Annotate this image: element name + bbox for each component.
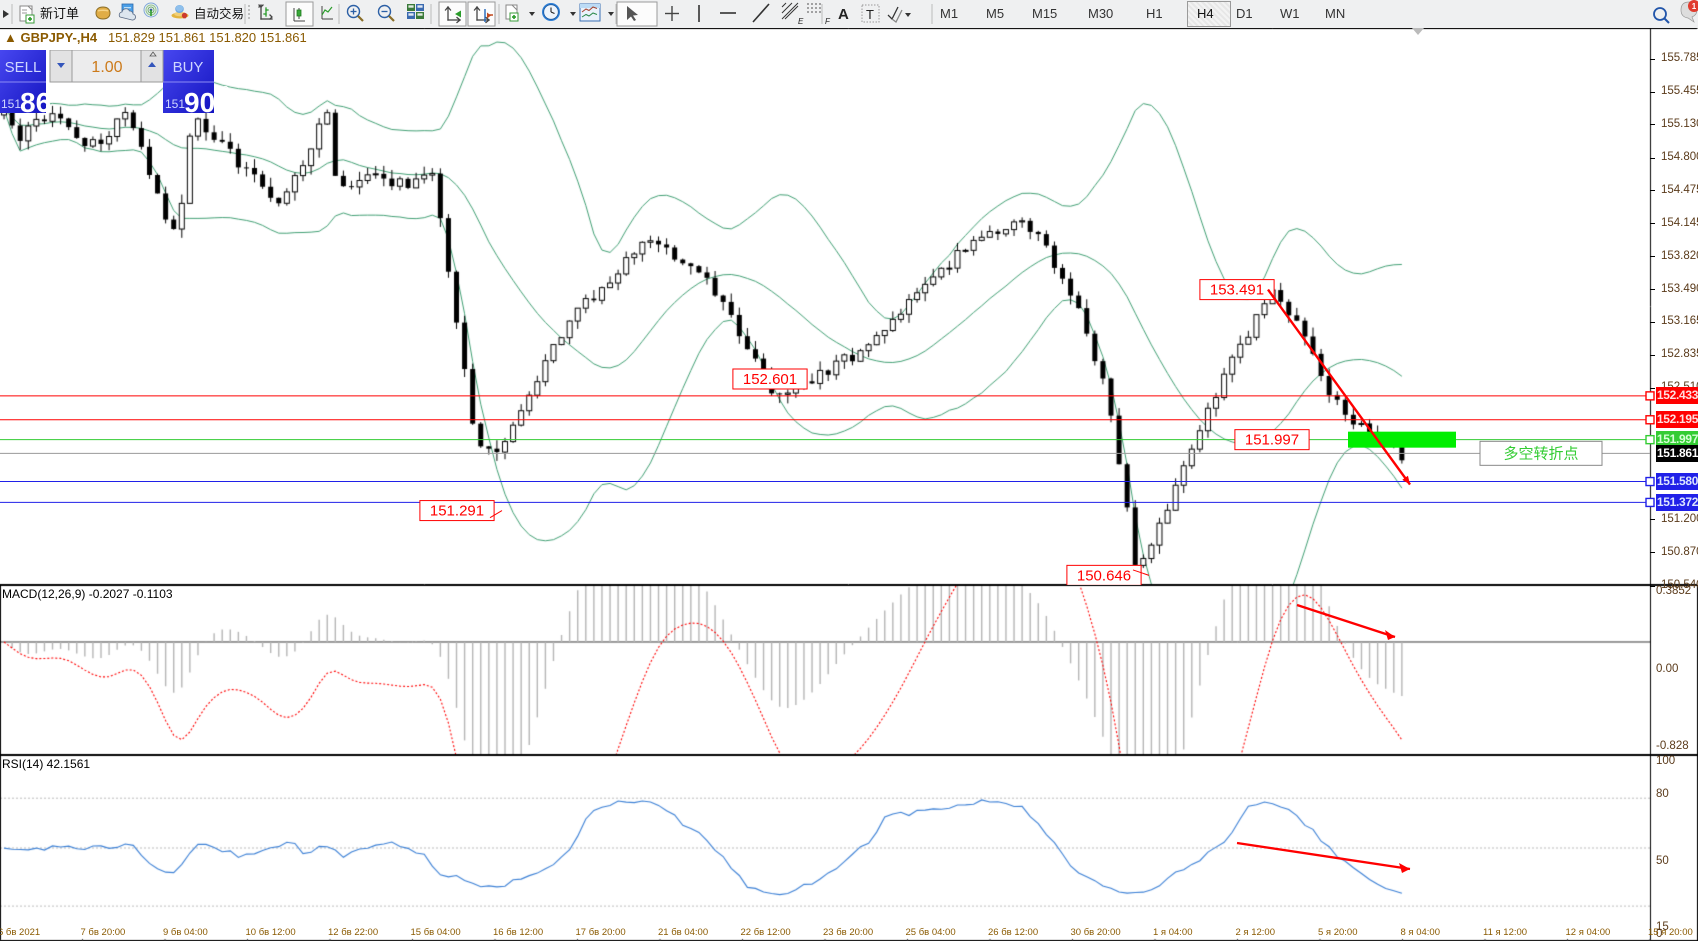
svg-text:自动交易: 自动交易: [194, 6, 244, 21]
svg-text:151: 151: [1, 97, 21, 111]
svg-text:1: 1: [58, 83, 65, 98]
svg-text:1.00: 1.00: [91, 59, 122, 76]
svg-text:新订单: 新订单: [40, 6, 79, 21]
svg-text:F: F: [825, 17, 831, 26]
svg-text:T: T: [866, 7, 874, 22]
svg-text:151: 151: [165, 97, 185, 111]
svg-text:9: 9: [222, 83, 229, 98]
svg-text:BUY: BUY: [173, 59, 204, 76]
svg-text:SELL: SELL: [5, 59, 42, 76]
svg-text:A: A: [838, 6, 849, 23]
svg-text:86: 86: [20, 87, 51, 118]
svg-text:E: E: [798, 17, 804, 26]
svg-text:90: 90: [184, 87, 215, 118]
svg-text:1: 1: [1692, 2, 1697, 11]
